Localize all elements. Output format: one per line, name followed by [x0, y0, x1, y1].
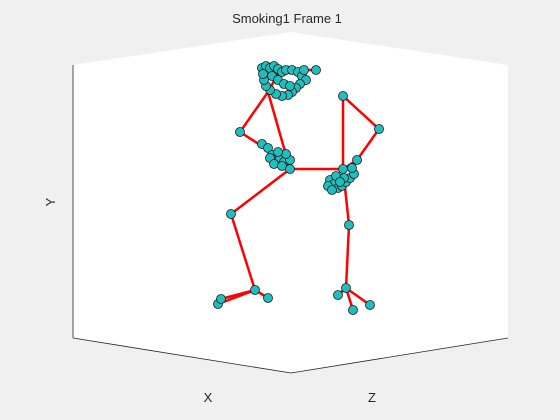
joint-marker [285, 164, 295, 174]
joint-marker [341, 283, 351, 293]
joint-marker [250, 285, 260, 295]
y-axis-label: Y [43, 197, 58, 206]
joint-marker [338, 91, 348, 101]
joint-marker [344, 220, 354, 230]
bone-line [342, 95, 380, 130]
bone-line [344, 224, 351, 289]
chart-title: Smoking1 Frame 1 [232, 11, 342, 26]
joint-marker [327, 185, 337, 195]
joint-marker [365, 300, 375, 310]
joint-marker [335, 177, 345, 187]
z-axis-line [290, 337, 509, 374]
joint-marker [338, 164, 348, 174]
z-axis-label: Z [368, 390, 376, 405]
joint-marker [269, 159, 279, 169]
x-axis-label: X [204, 390, 213, 405]
skeleton-joints [213, 61, 384, 315]
bone-line [229, 213, 257, 291]
joint-marker [258, 69, 268, 79]
joint-marker [348, 305, 358, 315]
joint-marker [374, 124, 384, 134]
x-axis-line [72, 337, 292, 374]
bone-line [355, 128, 381, 161]
joint-marker [263, 293, 273, 303]
joint-marker [347, 163, 357, 173]
axes-plot-area [73, 32, 508, 373]
joint-marker [235, 127, 245, 137]
bone-line [345, 286, 371, 307]
joint-marker [333, 290, 343, 300]
joint-marker [285, 81, 295, 91]
bone-line [238, 91, 270, 133]
joint-marker [352, 155, 362, 165]
joint-marker [216, 294, 226, 304]
joint-marker [226, 209, 236, 219]
bone-line [230, 168, 291, 215]
bone-line [220, 288, 256, 301]
joint-marker [311, 65, 321, 75]
joint-marker [299, 65, 309, 75]
joint-marker [281, 149, 291, 159]
joint-marker [273, 147, 283, 157]
